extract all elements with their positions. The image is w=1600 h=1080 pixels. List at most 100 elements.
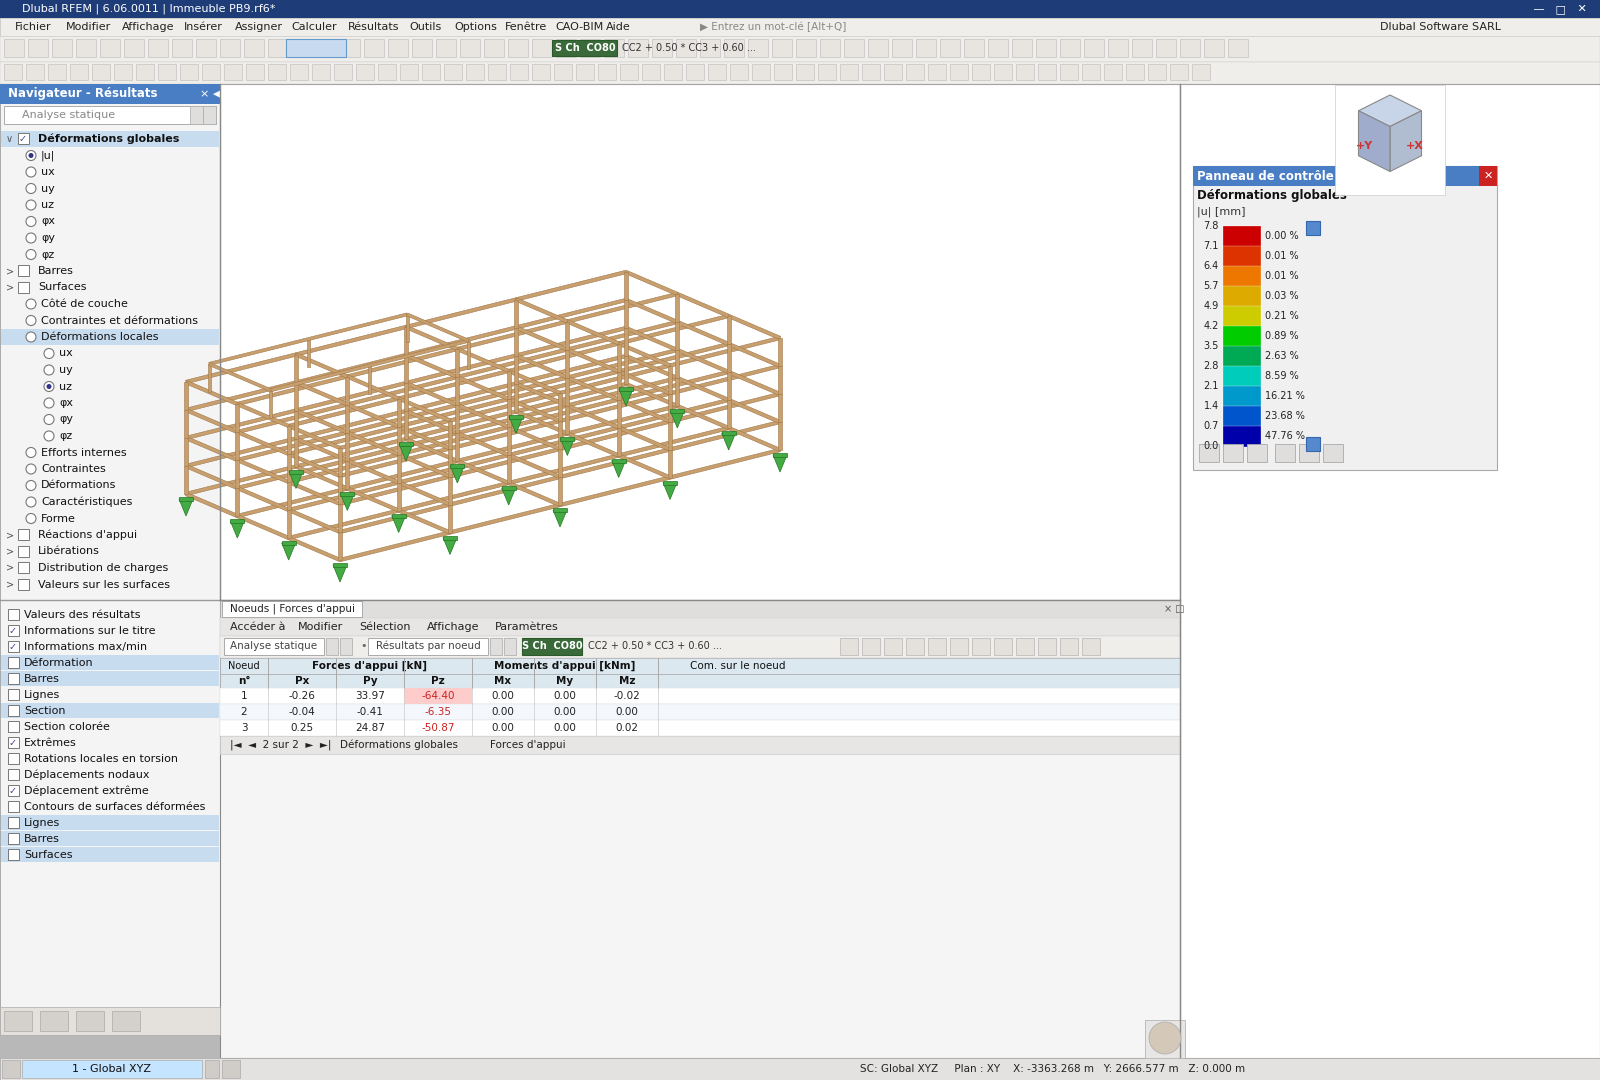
Polygon shape [368, 434, 395, 469]
Polygon shape [453, 405, 499, 420]
Bar [355, 64, 374, 80]
Polygon shape [714, 405, 760, 420]
Polygon shape [486, 392, 533, 407]
Polygon shape [224, 503, 272, 518]
Polygon shape [418, 343, 464, 359]
Text: ✕: ✕ [1574, 4, 1590, 14]
Bar [40, 1011, 67, 1031]
Polygon shape [288, 509, 398, 540]
Polygon shape [538, 339, 584, 354]
Polygon shape [280, 462, 326, 477]
Bar [504, 638, 515, 654]
Bar [173, 39, 192, 57]
Polygon shape [304, 365, 346, 378]
Polygon shape [461, 363, 507, 378]
Polygon shape [261, 426, 307, 441]
Bar [598, 64, 616, 80]
Text: 0.00: 0.00 [491, 707, 515, 717]
Polygon shape [237, 403, 347, 434]
Polygon shape [397, 455, 400, 483]
Polygon shape [392, 445, 438, 460]
Polygon shape [626, 298, 678, 324]
Polygon shape [250, 359, 290, 370]
Polygon shape [464, 429, 510, 444]
Bar [179, 497, 194, 501]
Bar [1013, 39, 1032, 57]
Bar [3, 39, 24, 57]
Polygon shape [566, 293, 678, 323]
Polygon shape [518, 415, 565, 430]
Text: Py: Py [363, 676, 378, 686]
Text: Forme: Forme [42, 513, 75, 524]
Polygon shape [629, 388, 675, 403]
Polygon shape [702, 333, 722, 369]
Polygon shape [333, 327, 373, 339]
Polygon shape [499, 435, 546, 450]
Polygon shape [464, 401, 510, 416]
Polygon shape [453, 433, 499, 448]
Polygon shape [429, 423, 475, 438]
Polygon shape [530, 410, 576, 426]
Polygon shape [398, 444, 413, 461]
Polygon shape [307, 455, 354, 470]
Polygon shape [430, 433, 477, 448]
Text: 0.00: 0.00 [616, 707, 638, 717]
Bar [8, 849, 19, 860]
Polygon shape [565, 417, 613, 432]
Polygon shape [565, 350, 570, 378]
Polygon shape [725, 429, 752, 463]
Polygon shape [507, 427, 510, 455]
Bar [1133, 39, 1152, 57]
Polygon shape [286, 510, 291, 538]
Polygon shape [307, 339, 310, 367]
Text: 0.89 %: 0.89 % [1266, 330, 1299, 341]
Bar [18, 265, 29, 276]
Polygon shape [643, 421, 670, 457]
Polygon shape [491, 422, 538, 437]
Polygon shape [616, 400, 621, 428]
Polygon shape [379, 347, 419, 360]
Polygon shape [566, 432, 619, 457]
Polygon shape [560, 364, 670, 394]
Polygon shape [726, 345, 731, 372]
Polygon shape [514, 384, 560, 400]
Polygon shape [398, 335, 445, 350]
Polygon shape [299, 470, 346, 485]
Polygon shape [237, 431, 290, 456]
Polygon shape [544, 286, 590, 301]
Polygon shape [557, 376, 605, 391]
Polygon shape [678, 428, 725, 443]
Polygon shape [726, 372, 731, 400]
Bar [1037, 39, 1056, 57]
Bar [701, 39, 720, 57]
Polygon shape [722, 397, 741, 433]
Text: -0.26: -0.26 [288, 691, 315, 701]
Polygon shape [334, 364, 381, 379]
Bar [818, 64, 835, 80]
Polygon shape [334, 448, 381, 463]
Polygon shape [347, 375, 400, 400]
Bar [819, 39, 840, 57]
Bar [179, 64, 198, 80]
Bar [723, 39, 744, 57]
Bar [435, 39, 456, 57]
Polygon shape [522, 369, 568, 384]
Polygon shape [670, 411, 685, 428]
Polygon shape [618, 399, 730, 429]
Text: Déformations globales: Déformations globales [1197, 189, 1347, 203]
Polygon shape [557, 404, 605, 419]
Polygon shape [522, 426, 568, 441]
Circle shape [26, 447, 35, 458]
Circle shape [46, 384, 51, 389]
Polygon shape [533, 477, 560, 512]
Polygon shape [522, 454, 568, 469]
Bar [221, 704, 1181, 720]
Polygon shape [670, 443, 698, 477]
Polygon shape [362, 414, 408, 429]
Polygon shape [728, 314, 781, 339]
Polygon shape [541, 462, 587, 477]
Polygon shape [426, 384, 472, 400]
Polygon shape [464, 457, 510, 472]
Polygon shape [514, 383, 518, 411]
Polygon shape [626, 270, 678, 296]
